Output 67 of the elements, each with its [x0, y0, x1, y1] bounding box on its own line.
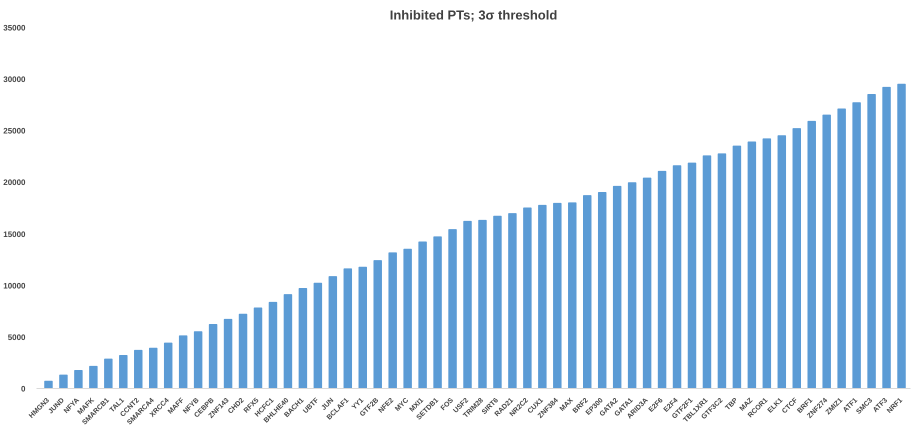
bar — [718, 153, 726, 388]
bar — [448, 229, 457, 388]
bar — [867, 94, 876, 388]
y-tick-label: 35000 — [3, 24, 26, 32]
bar — [642, 178, 652, 388]
bar — [89, 366, 98, 388]
chart-title: Inhibited PTs; 3σ threshold — [390, 8, 558, 22]
bar — [208, 324, 218, 388]
y-tick-label: 20000 — [3, 178, 26, 188]
bar — [164, 342, 172, 388]
bar — [104, 358, 113, 388]
bar — [463, 220, 472, 388]
bar — [373, 260, 382, 388]
bar — [553, 202, 562, 388]
bar — [178, 335, 188, 388]
bar — [298, 288, 308, 388]
bar — [493, 216, 502, 388]
bar — [702, 155, 712, 388]
bar — [583, 195, 592, 388]
bar — [328, 276, 338, 388]
bar — [388, 252, 397, 388]
bar — [314, 282, 322, 388]
bar — [418, 242, 427, 388]
bar — [897, 84, 906, 388]
bar — [344, 268, 352, 388]
bar — [762, 138, 772, 388]
bar — [224, 318, 232, 388]
bar — [403, 248, 412, 388]
bar — [134, 350, 143, 388]
bar — [882, 86, 891, 388]
bar — [837, 108, 846, 388]
bar — [658, 170, 666, 388]
bar — [628, 182, 636, 388]
y-tick-label: 5000 — [8, 332, 26, 342]
bar — [508, 213, 517, 388]
bar — [538, 204, 547, 388]
bar — [284, 294, 292, 388]
y-tick-label: 30000 — [3, 75, 26, 84]
bar — [358, 266, 367, 388]
bar — [672, 165, 682, 388]
bar — [74, 370, 83, 388]
bar — [148, 348, 158, 388]
bar — [852, 102, 861, 388]
bar — [478, 220, 487, 388]
bar — [433, 236, 442, 388]
bar — [748, 141, 756, 388]
y-tick-label: 25000 — [3, 126, 26, 136]
bar — [778, 135, 786, 388]
bar — [568, 202, 577, 388]
y-tick-label: 0 — [21, 384, 26, 394]
bar — [254, 308, 262, 388]
bar — [822, 114, 831, 388]
bar — [688, 162, 696, 388]
bar — [238, 314, 248, 388]
bar — [44, 380, 53, 388]
bar — [598, 192, 606, 388]
y-tick-label: 10000 — [3, 281, 26, 290]
bar — [59, 374, 68, 388]
bar — [194, 331, 202, 388]
bar — [792, 128, 801, 388]
bar — [732, 146, 742, 388]
y-tick-label: 15000 — [3, 230, 26, 239]
bar — [119, 354, 128, 388]
bar — [807, 120, 816, 388]
bar — [612, 186, 622, 388]
bar — [523, 208, 532, 388]
bar — [268, 302, 278, 388]
